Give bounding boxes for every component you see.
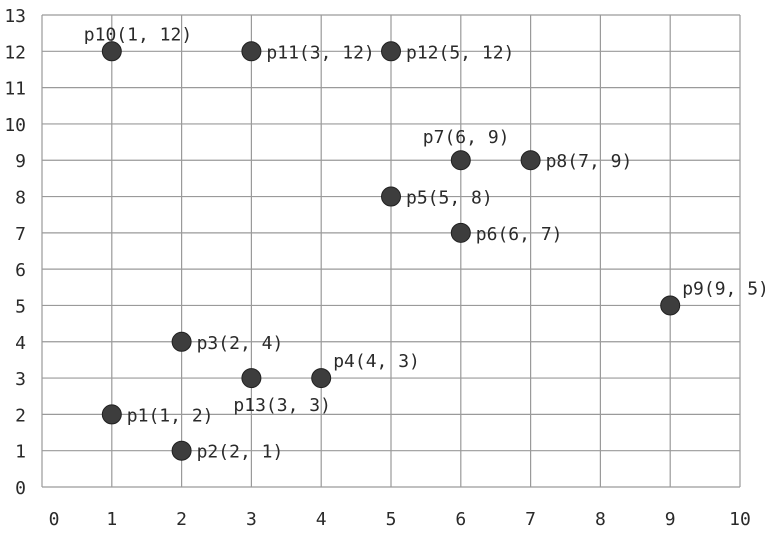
x-tick-label: 7 (525, 509, 536, 530)
data-point (381, 186, 401, 207)
y-tick-label: 1 (15, 442, 26, 463)
data-point (450, 222, 471, 243)
x-tick-label: 10 (729, 509, 751, 530)
y-tick-label: 2 (15, 405, 26, 426)
y-tick-label: 13 (4, 6, 26, 27)
data-point (101, 41, 122, 62)
x-tick-label: 9 (665, 509, 676, 530)
grid-lines (41, 14, 741, 488)
point-label: p1(1, 2) (127, 405, 214, 426)
data-point (520, 150, 541, 171)
data-point (241, 368, 262, 389)
point-labels: p1(1, 2) p2(2, 1) p3(2, 4) p4(4, 3) p5(5, 8)… (84, 24, 765, 462)
x-tick-label: 8 (595, 509, 606, 530)
y-tick-label: 0 (15, 478, 26, 499)
point-label: p5(5, 8) (406, 188, 493, 209)
y-tick-label: 4 (15, 333, 26, 354)
point-label: p6(6, 7) (476, 224, 563, 245)
y-tick-label: 7 (15, 224, 26, 245)
point-label: p10(1, 12) (84, 24, 192, 45)
point-label: p3(2, 4) (197, 333, 284, 354)
point-label: p9(9, 5) (682, 278, 765, 299)
data-point (101, 404, 122, 425)
data-points (101, 41, 681, 461)
point-label: p2(2, 1) (197, 442, 284, 463)
point-label: p12(5, 12) (406, 42, 514, 63)
x-tick-label: 6 (455, 509, 466, 530)
point-label: p4(4, 3) (333, 351, 420, 372)
data-point (241, 41, 262, 62)
y-tick-label: 6 (15, 260, 26, 281)
data-point (171, 331, 192, 352)
x-tick-label: 0 (49, 509, 60, 530)
y-tick-label: 11 (4, 79, 26, 100)
x-tick-label: 5 (386, 509, 397, 530)
data-point (171, 440, 192, 461)
data-point (381, 41, 401, 62)
x-tick-label: 2 (176, 509, 187, 530)
y-tick-label: 8 (15, 188, 26, 209)
x-tick-label: 4 (316, 509, 327, 530)
point-label: p11(3, 12) (266, 42, 374, 63)
y-tick-label: 5 (15, 296, 26, 317)
point-label: p13(3, 3) (233, 395, 331, 416)
data-point (660, 295, 681, 316)
point-label: p7(6, 9) (423, 127, 510, 148)
y-tick-label: 10 (4, 115, 26, 136)
data-point (311, 368, 332, 389)
x-tick-label: 1 (106, 509, 117, 530)
y-tick-label: 9 (15, 151, 26, 172)
point-label: p8(7, 9) (546, 151, 633, 172)
data-point (450, 150, 471, 171)
y-tick-label: 12 (4, 42, 26, 63)
y-tick-label: 3 (15, 369, 26, 390)
x-tick-label: 3 (246, 509, 257, 530)
